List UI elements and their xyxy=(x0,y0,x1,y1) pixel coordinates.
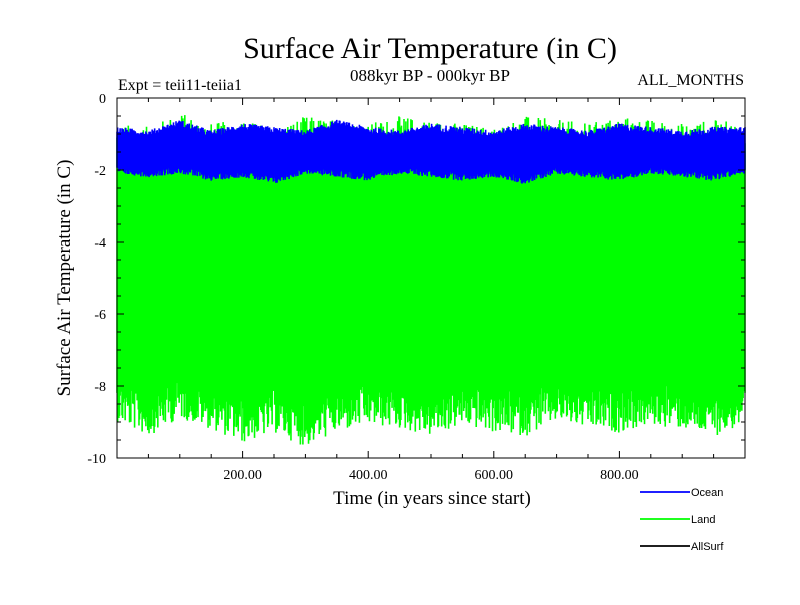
x-tick-label: 400.00 xyxy=(349,468,388,483)
months-label: ALL_MONTHS xyxy=(637,72,744,89)
legend: Ocean Land AllSurf xyxy=(640,487,724,553)
data-layer xyxy=(116,115,746,445)
y-tick-label: -4 xyxy=(94,236,106,251)
y-tick-label: -6 xyxy=(94,308,106,323)
y-tick-label: -2 xyxy=(94,164,106,179)
x-tick-label: 800.00 xyxy=(600,468,639,483)
chart-title: Surface Air Temperature (in C) xyxy=(243,32,617,65)
experiment-label: Expt = teii11-teiia1 xyxy=(118,77,242,94)
chart-subtitle: 088kyr BP - 000kyr BP xyxy=(350,66,510,85)
y-tick-label: -10 xyxy=(87,452,106,467)
legend-label-allsurf: AllSurf xyxy=(691,541,724,553)
series-line-land xyxy=(116,115,746,445)
legend-label-land: Land xyxy=(691,514,715,526)
legend-label-ocean: Ocean xyxy=(691,487,723,499)
y-axis-label: Surface Air Temperature (in C) xyxy=(54,160,75,397)
x-tick-label: 200.00 xyxy=(223,468,262,483)
y-tick-label: 0 xyxy=(99,92,106,107)
series-line-ocean xyxy=(116,119,746,184)
x-axis-label: Time (in years since start) xyxy=(333,488,531,509)
y-tick-label: -8 xyxy=(94,380,106,395)
axes-layer: 200.00 400.00 600.00 800.00 0 -2 -4 -6 -8 -10 xyxy=(87,92,746,483)
x-tick-label: 600.00 xyxy=(475,468,514,483)
